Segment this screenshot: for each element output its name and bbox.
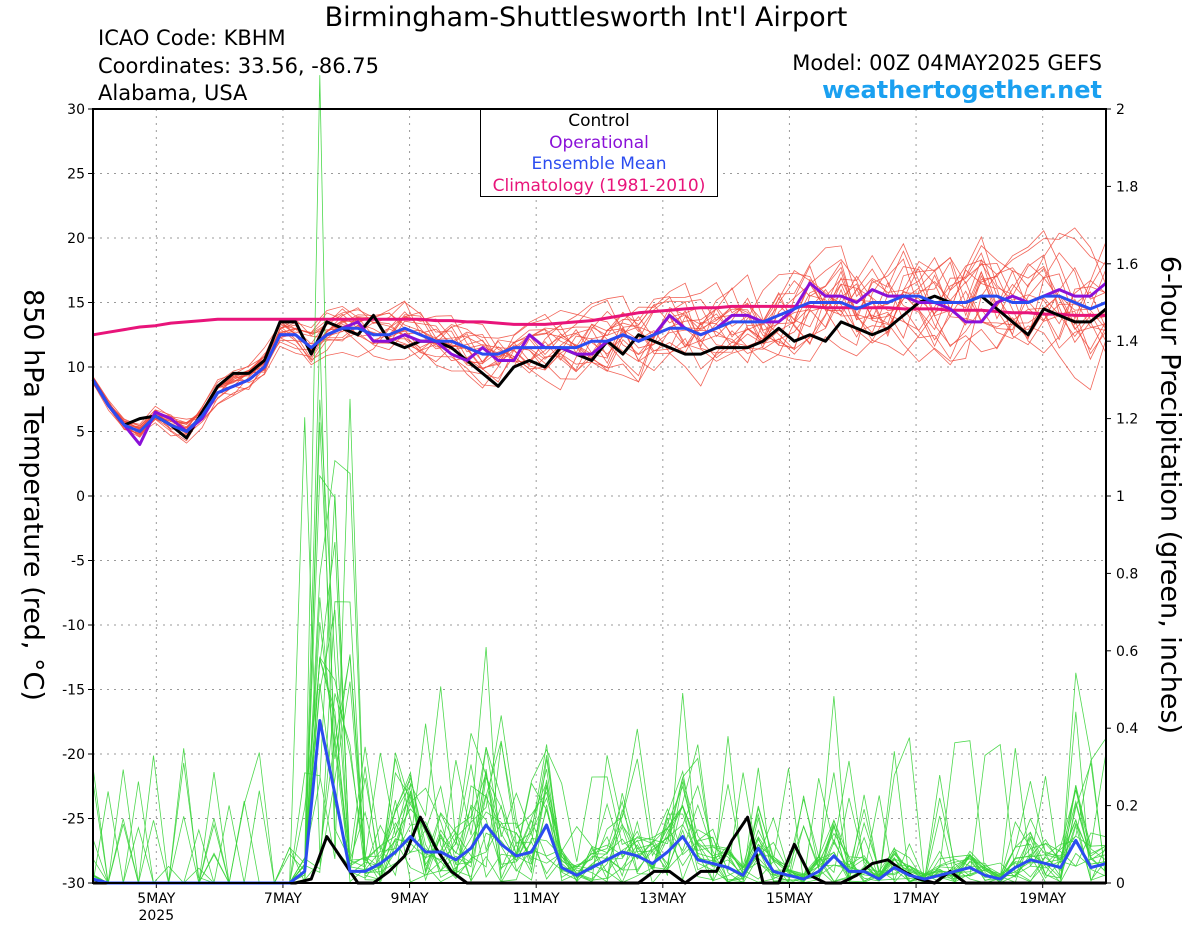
tick-label-bottom: 13MAY <box>639 891 686 907</box>
tick-label-year: 2025 <box>138 908 174 924</box>
member-temp-line <box>92 232 1107 425</box>
tick-label-left: -30 <box>62 876 85 892</box>
tick-label-bottom: 19MAY <box>1019 891 1066 907</box>
member-temp-line <box>92 270 1107 442</box>
tick-label-left: 30 <box>67 102 85 118</box>
tick-label-left: 15 <box>67 296 85 312</box>
tick-label-left: -20 <box>62 747 85 763</box>
legend: Control Operational Ensemble Mean Climat… <box>480 109 718 197</box>
tick-label-left: 5 <box>76 425 85 441</box>
coordinates: Coordinates: 33.56, -86.75 <box>98 54 379 78</box>
tick-label-right: 0.2 <box>1116 799 1138 815</box>
tick-label-right: 0.6 <box>1116 644 1138 660</box>
tick-label-bottom: 7MAY <box>264 891 302 907</box>
chart-title: Birmingham-Shuttlesworth Int'l Airport <box>324 2 848 33</box>
tick-label-bottom: 9MAY <box>391 891 429 907</box>
tick-label-bottom: 11MAY <box>513 891 560 907</box>
tick-label-right: 1.6 <box>1116 257 1138 273</box>
tick-label-right: 1 <box>1116 489 1125 505</box>
legend-control: Control <box>568 111 630 131</box>
series-temperature-climatology-1981-2010 <box>92 304 1106 337</box>
model-run: Model: 00Z 04MAY2025 GEFS <box>792 51 1102 75</box>
tick-label-left: -15 <box>62 683 85 699</box>
series-temperature-ensemble-mean <box>91 294 1107 433</box>
tick-label-right: 2 <box>1116 102 1125 118</box>
y-axis-left-label: 850 hPa Temperature (red, °C) <box>17 289 49 701</box>
tick-label-bottom: 5MAY <box>137 891 175 907</box>
legend-climatology: Climatology (1981-2010) <box>492 175 706 196</box>
tick-label-left: -5 <box>71 554 85 570</box>
tick-label-right: 1.8 <box>1116 179 1138 195</box>
tick-label-left: -10 <box>62 618 85 634</box>
site-link[interactable]: weathertogether.net <box>822 76 1102 104</box>
member-temp-line <box>92 230 1107 434</box>
member-temp-line <box>92 245 1107 438</box>
tick-label-left: -25 <box>62 812 85 828</box>
region: Alabama, USA <box>98 81 248 105</box>
member-temp-line <box>92 260 1107 434</box>
tick-label-right: 0.4 <box>1116 721 1138 737</box>
tick-label-left: 0 <box>76 489 85 505</box>
tick-label-right: 1.4 <box>1116 334 1138 350</box>
legend-mean: Ensemble Mean <box>531 154 667 174</box>
tick-label-right: 1.2 <box>1116 412 1138 428</box>
legend-operational: Operational <box>549 132 649 153</box>
member-temp-line <box>92 266 1107 433</box>
tick-label-bottom: 15MAY <box>766 891 813 907</box>
tick-label-right: 0.8 <box>1116 566 1138 582</box>
series-temperature-control <box>91 294 1107 440</box>
y-axis-right-label: 6-hour Precipitation (green, inches) <box>1154 255 1186 735</box>
tick-label-right: 0 <box>1116 876 1125 892</box>
tick-label-left: 10 <box>67 360 85 376</box>
icao-code: ICAO Code: KBHM <box>98 26 286 50</box>
tick-label-left: 20 <box>67 231 85 247</box>
tick-label-left: 25 <box>67 167 85 183</box>
tick-label-bottom: 17MAY <box>893 891 940 907</box>
